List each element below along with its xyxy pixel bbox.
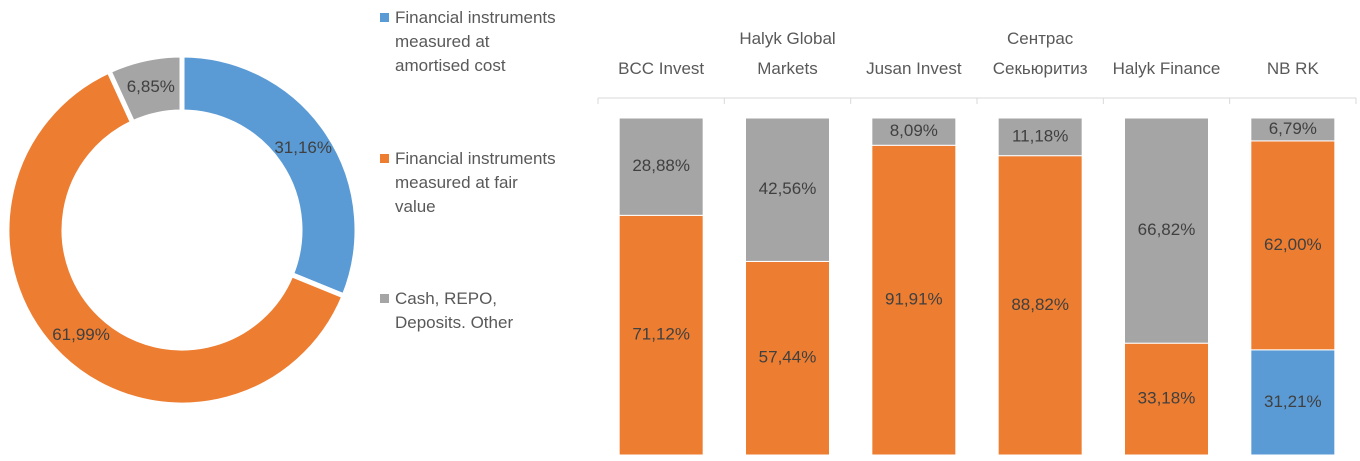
bar-segment xyxy=(618,214,704,456)
data-label: 8,09% xyxy=(890,121,938,140)
data-label: 11,18% xyxy=(1012,126,1068,145)
data-label: 62,00% xyxy=(1264,235,1322,254)
data-label: 71,12% xyxy=(632,325,690,344)
data-label: 31,21% xyxy=(1264,392,1322,411)
bar-segment xyxy=(871,117,957,146)
bar-segment xyxy=(997,117,1083,157)
donut-slice xyxy=(179,52,360,300)
donut-slice xyxy=(105,52,185,127)
legend-entry: Cash, REPO, Deposits. Other xyxy=(380,287,560,335)
legend-label: Financial instruments measured at fair v… xyxy=(395,149,556,216)
data-label: 42,56% xyxy=(759,179,817,198)
data-label: 31,16% xyxy=(274,138,332,157)
data-label: 66,82% xyxy=(1138,220,1196,239)
legend-entry: Financial instruments measured at amorti… xyxy=(380,6,560,78)
x-tick-label: Halyk Finance xyxy=(1112,59,1221,78)
legend-swatch xyxy=(380,154,389,163)
legend-label: Financial instruments measured at amorti… xyxy=(395,8,556,75)
bar-segment xyxy=(1250,117,1336,142)
bar-segment xyxy=(618,117,704,216)
legend-swatch xyxy=(380,13,389,22)
data-label: 6,85% xyxy=(127,77,175,96)
legend-entry: Financial instruments measured at fair v… xyxy=(380,147,560,219)
bar-segment xyxy=(997,155,1083,456)
donut-slice xyxy=(4,67,348,408)
data-label: 28,88% xyxy=(632,156,690,175)
data-label: 57,44% xyxy=(759,348,817,367)
bar-segment xyxy=(745,260,830,456)
legend-swatch xyxy=(380,294,389,303)
bar-segment xyxy=(1124,117,1209,344)
bar-segment xyxy=(745,117,830,262)
data-label: 88,82% xyxy=(1011,295,1069,314)
x-tick-label: Сентрас Секьюритиз xyxy=(992,29,1088,78)
x-tick-label: NB RK xyxy=(1266,59,1319,78)
bar-segment xyxy=(1250,140,1336,351)
data-label: 61,99% xyxy=(52,325,110,344)
bar-segment xyxy=(1124,342,1209,456)
x-tick-label: BCC Invest xyxy=(618,59,705,78)
x-tick-label: Jusan Invest xyxy=(866,59,962,78)
x-tick-label: Halyk Global Markets xyxy=(739,29,836,78)
legend-label: Cash, REPO, Deposits. Other xyxy=(395,289,514,332)
data-label: 33,18% xyxy=(1138,389,1196,408)
bar-segment xyxy=(871,144,957,456)
data-label: 6,79% xyxy=(1269,119,1317,138)
data-label: 91,91% xyxy=(885,290,943,309)
